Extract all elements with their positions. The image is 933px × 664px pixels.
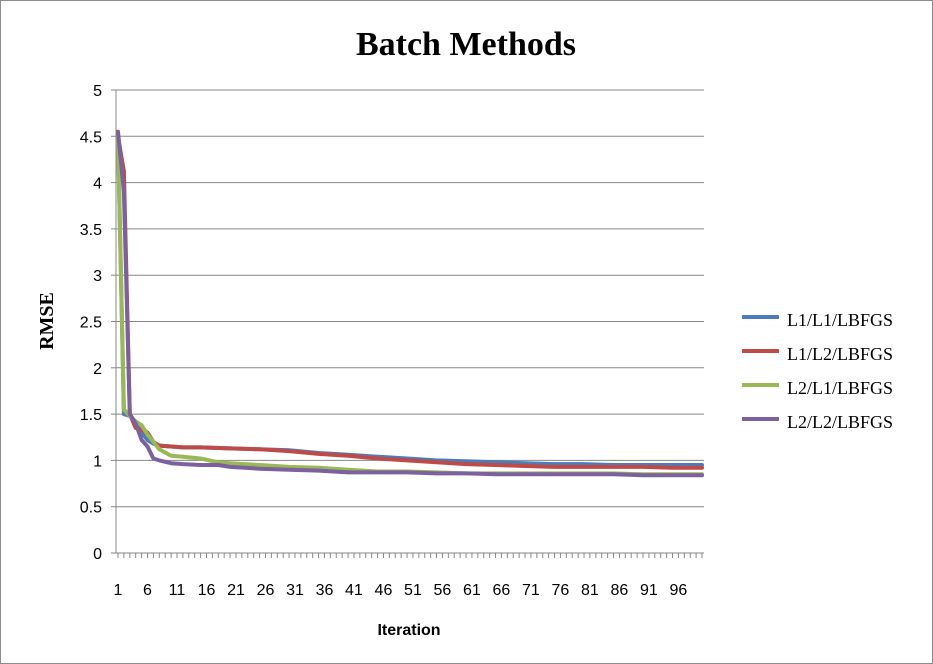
y-tick-label: 4.5 bbox=[80, 129, 102, 146]
series-line-4 bbox=[116, 129, 704, 478]
x-tick-label: 81 bbox=[581, 582, 599, 599]
x-tick-label: 91 bbox=[640, 582, 658, 599]
y-tick-label: 4 bbox=[93, 176, 102, 193]
x-tick-label: 86 bbox=[611, 582, 629, 599]
legend-label: L2/L2/LBFGS bbox=[787, 412, 893, 432]
y-axis-ticks: 0 0.5 1 1.5 2 2.5 3 3.5 4 4.5 5 bbox=[80, 83, 116, 563]
x-tick-label: 31 bbox=[286, 582, 304, 599]
x-tick-label: 56 bbox=[434, 582, 452, 599]
legend: L1/L1/LBFGS L1/L2/LBFGS L2/L1/LBFGS L2/L2/L… bbox=[742, 310, 893, 432]
x-tick-label: 51 bbox=[404, 582, 422, 599]
x-tick-label: 76 bbox=[552, 582, 570, 599]
x-axis-ticks: 1 6 11 16 21 26 31 36 41 46 51 56 61 66 71 76 81 86 91 96 bbox=[114, 553, 703, 599]
x-tick-label: 1 bbox=[114, 582, 123, 599]
x-tick-label: 11 bbox=[169, 582, 186, 599]
gridlines bbox=[116, 89, 704, 508]
y-tick-label: 3.5 bbox=[80, 222, 102, 239]
series-lines bbox=[116, 129, 704, 478]
y-tick-label: 1.5 bbox=[80, 407, 102, 424]
y-tick-label: 1 bbox=[93, 453, 102, 470]
y-tick-label: 2.5 bbox=[80, 315, 102, 332]
y-tick-label: 0.5 bbox=[80, 500, 102, 517]
x-tick-label: 36 bbox=[316, 582, 334, 599]
y-axis-label: RMSE bbox=[36, 292, 58, 350]
y-tick-label: 3 bbox=[93, 268, 102, 285]
chart-title: Batch Methods bbox=[356, 26, 576, 63]
x-tick-label: 61 bbox=[463, 582, 481, 599]
legend-label: L1/L2/LBFGS bbox=[787, 344, 893, 364]
x-tick-label: 16 bbox=[198, 582, 216, 599]
x-axis-label: Iteration bbox=[377, 622, 440, 639]
x-tick-label: 21 bbox=[227, 582, 245, 599]
y-tick-label: 0 bbox=[93, 546, 102, 563]
x-tick-label: 71 bbox=[522, 582, 540, 599]
x-tick-label: 6 bbox=[143, 582, 152, 599]
series-line-2 bbox=[116, 134, 704, 470]
x-tick-label: 46 bbox=[375, 582, 393, 599]
legend-label: L2/L1/LBFGS bbox=[787, 378, 893, 398]
x-tick-label: 26 bbox=[257, 582, 275, 599]
x-tick-label: 66 bbox=[493, 582, 511, 599]
series-line-1 bbox=[116, 134, 704, 467]
x-tick-label: 96 bbox=[670, 582, 688, 599]
y-tick-label: 2 bbox=[93, 361, 102, 378]
x-tick-label: 41 bbox=[345, 582, 363, 599]
y-tick-label: 5 bbox=[93, 83, 102, 100]
legend-label: L1/L1/LBFGS bbox=[787, 310, 893, 330]
series-line-3 bbox=[116, 134, 704, 477]
